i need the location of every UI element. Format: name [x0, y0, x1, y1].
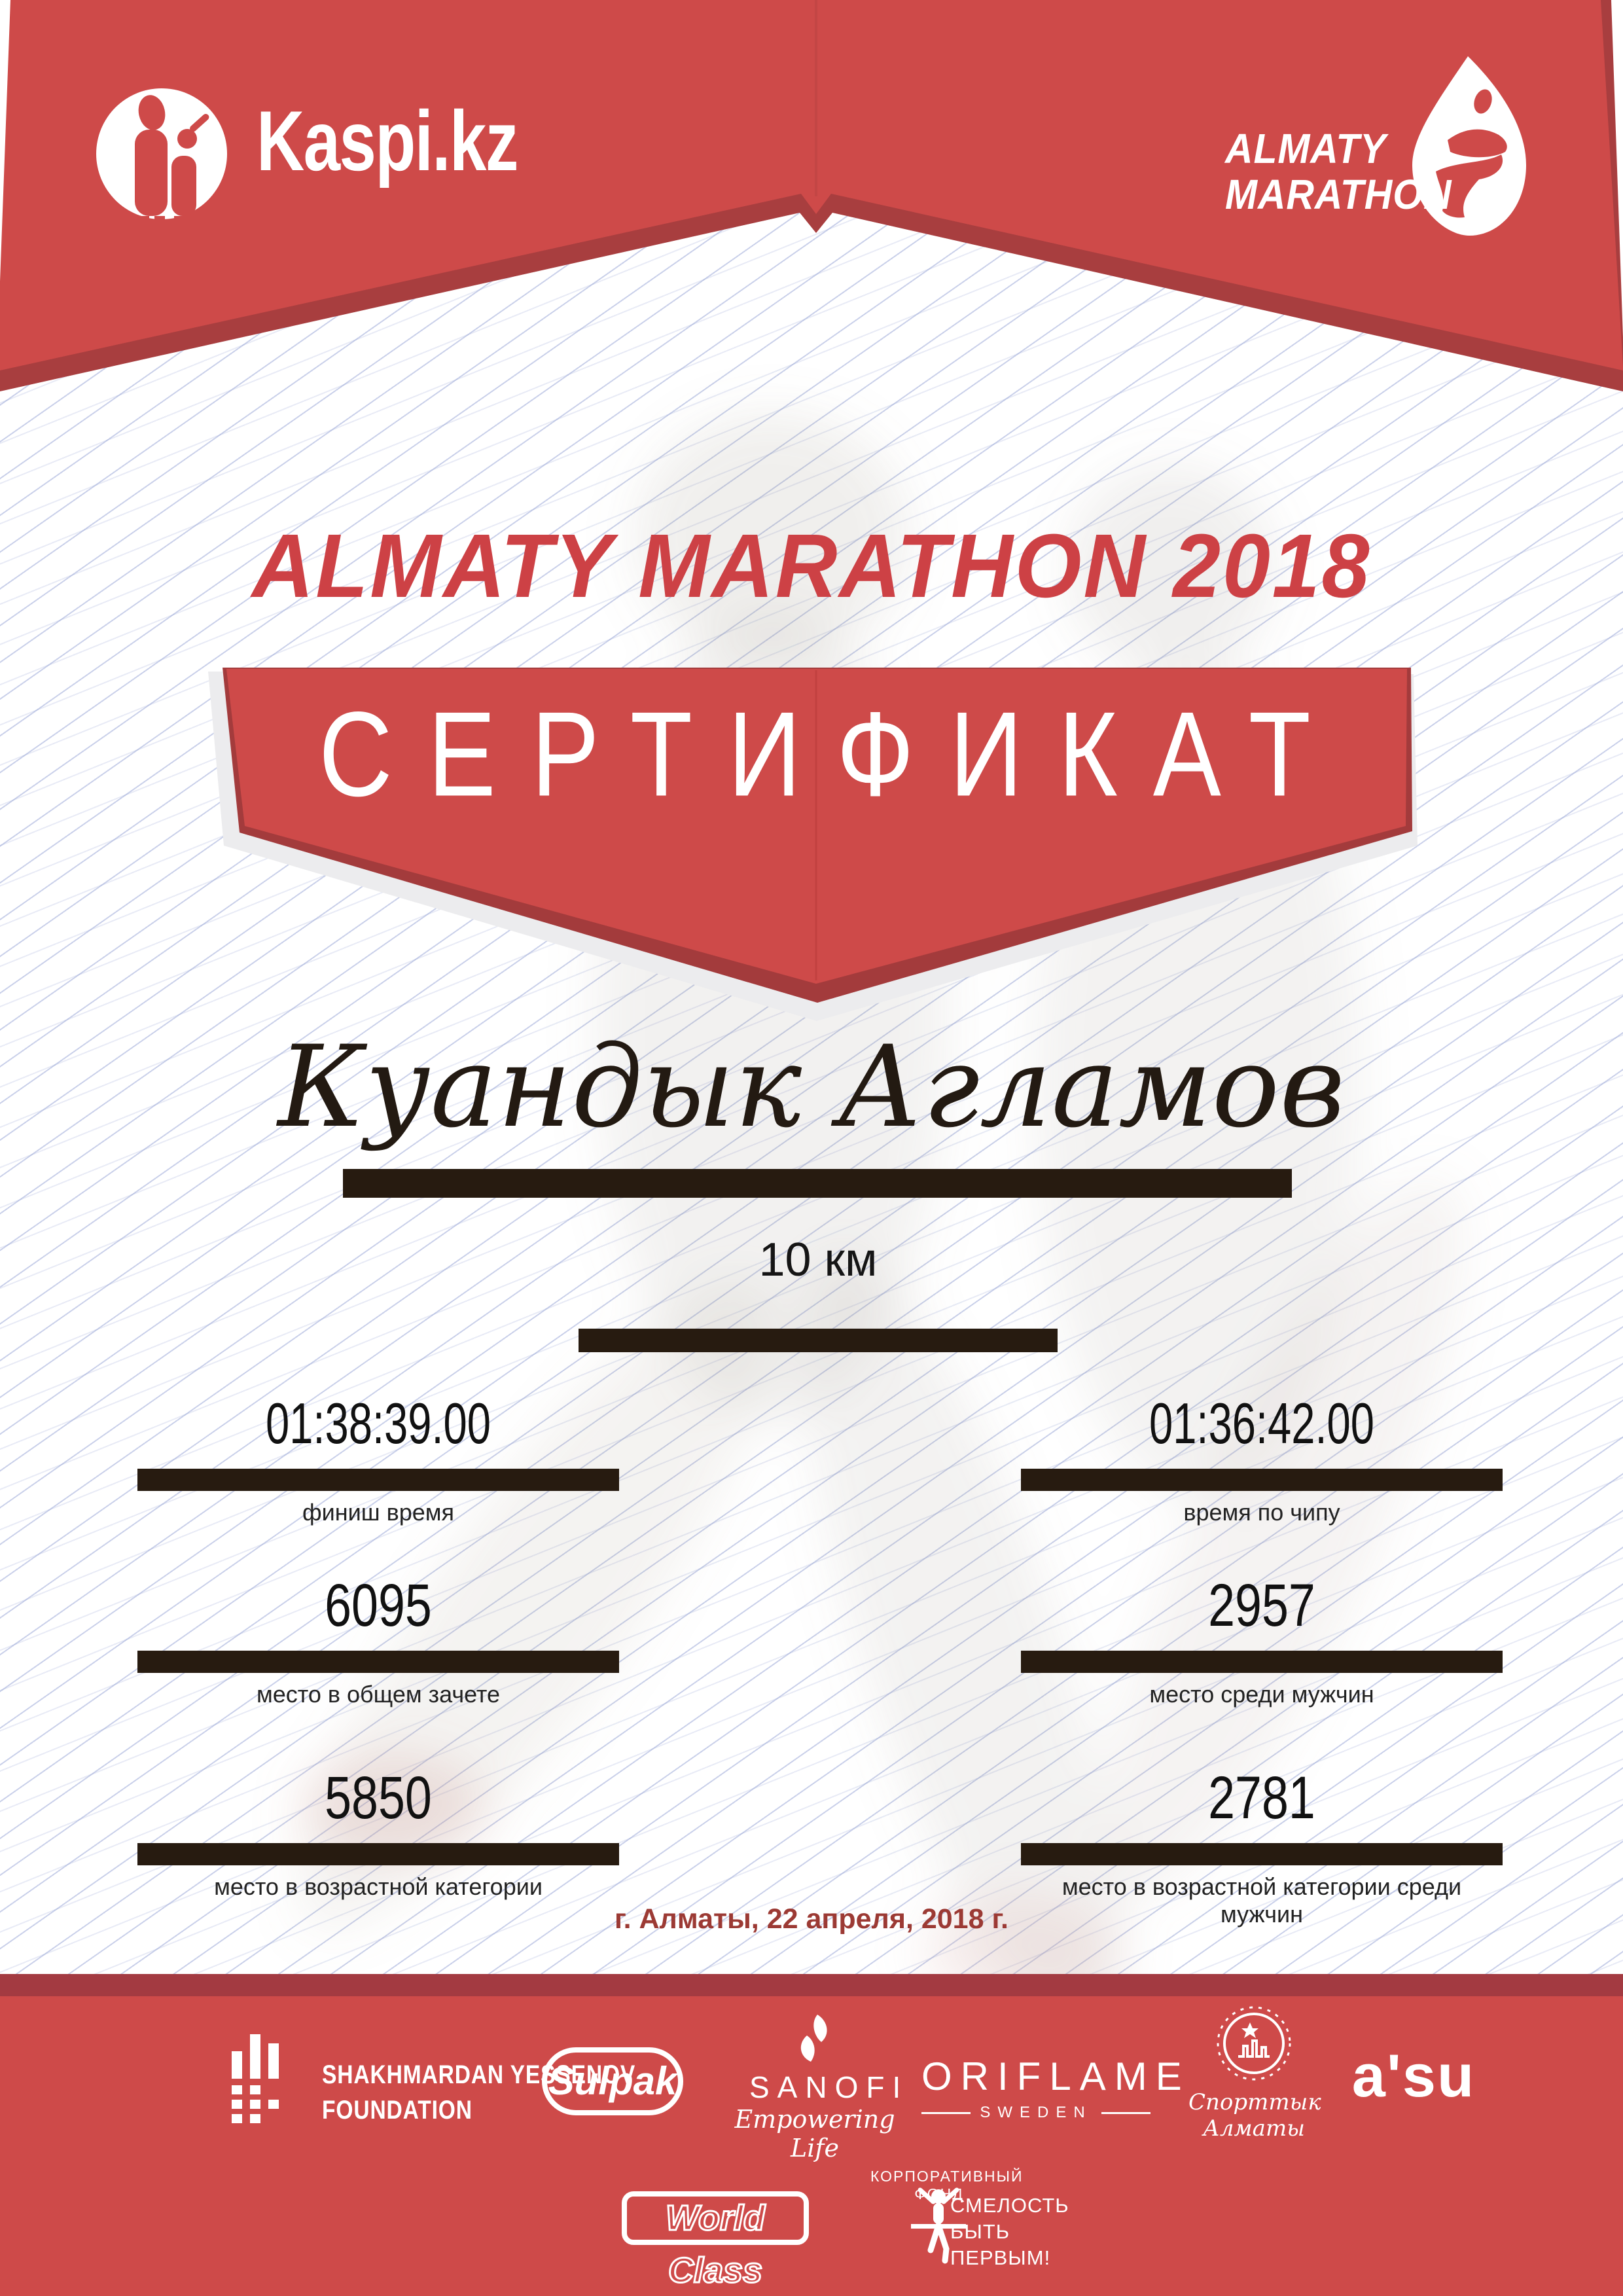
yessenov-foundation-icon — [230, 2034, 281, 2123]
oriflame-sweden-line: SWEDEN — [921, 2104, 1150, 2122]
oriflame-sweden-text: SWEDEN — [980, 2104, 1092, 2121]
participant-name: Куандык Агламов — [277, 1021, 1346, 1153]
sponsors-footer: SHAKHMARDAN YESSENOV FOUNDATION Sulpak S… — [0, 1996, 1623, 2296]
gender-place-value: 2957 — [1208, 1572, 1315, 1639]
gender-place-underline — [1020, 1651, 1503, 1673]
footer-accent-band — [0, 1974, 1623, 1996]
age-place-underline — [137, 1843, 620, 1865]
distance-underline — [579, 1329, 1058, 1352]
asu-logo-text: a'su — [1351, 2043, 1476, 2109]
sanofi-tagline: Empowering Life — [734, 2105, 895, 2162]
age-place-label: место в возрастной категории — [214, 1873, 543, 1900]
oriflame-rule-left — [921, 2111, 971, 2114]
yessenov-foundation-name-line1: SHAKHMARDAN YESSENOV — [322, 2060, 636, 2089]
age-place-block: 5850 место в возрастной категории — [135, 1762, 622, 1901]
finish-time-value: 01:38:39.00 — [265, 1391, 491, 1456]
name-underline — [343, 1169, 1292, 1198]
age-gender-place-value: 2781 — [1208, 1765, 1315, 1831]
sanofi-logo-text: SANOFI — [749, 2070, 909, 2104]
sport-almaty-text-line2: Алматы — [1203, 2115, 1305, 2142]
finish-time-underline — [137, 1469, 620, 1491]
chip-time-block: 01:36:42.00 время по чипу — [1018, 1388, 1505, 1526]
distance-value: 10 км — [758, 1234, 878, 1286]
event-title: ALMATY MARATHON 2018 — [251, 516, 1372, 617]
world-class-logo-text: World Class — [665, 2198, 766, 2291]
finish-time-label: финиш время — [302, 1499, 454, 1526]
sanofi-bird-icon — [800, 2015, 827, 2062]
kaspi-logo-icon — [96, 88, 227, 233]
almaty-marathon-logo-line1: ALMATY — [1225, 125, 1387, 172]
overall-place-value: 6095 — [325, 1572, 432, 1639]
corporate-fund-runner-icon — [911, 2187, 966, 2264]
age-gender-place-block: 2781 место в возрастной категории среди … — [1018, 1762, 1505, 1928]
sport-almaty-text-line1: Спорттык — [1188, 2089, 1321, 2115]
corporate-fund-motto-line1: СМЕЛОСТЬ — [950, 2194, 1069, 2217]
yessenov-foundation-name-line2: FOUNDATION — [322, 2096, 473, 2125]
overall-place-block: 6095 место в общем зачете — [135, 1570, 622, 1708]
chip-time-label: время по чипу — [1183, 1499, 1340, 1526]
overall-place-label: место в общем зачете — [256, 1681, 501, 1708]
gender-place-label: место среди мужчин — [1149, 1681, 1374, 1708]
finish-time-block: 01:38:39.00 финиш время — [135, 1388, 622, 1526]
certificate-heading: СЕРТИФИКАТ — [319, 687, 1346, 822]
header-banner — [0, 0, 1623, 391]
certificate-ribbon — [208, 668, 1418, 1021]
distance-block: 10 км — [569, 1230, 1067, 1352]
corporate-fund-motto-line2: БЫТЬ — [950, 2220, 1010, 2243]
oriflame-rule-right — [1101, 2111, 1150, 2114]
event-date-line: г. Алматы, 22 апреля, 2018 г. — [615, 1903, 1008, 1935]
age-place-value: 5850 — [325, 1765, 432, 1831]
kaspi-logo-text: Kaspi.kz — [257, 93, 518, 188]
sulpak-logo: Sulpak — [542, 2047, 683, 2115]
almaty-marathon-logo-line2: MARATHON — [1225, 171, 1452, 218]
age-gender-place-label: место в возрастной категории среди мужчи… — [1061, 1873, 1462, 1928]
corporate-fund-motto-line3: ПЕРВЫМ! — [950, 2246, 1051, 2269]
age-gender-place-underline — [1020, 1843, 1503, 1865]
almaty-marathon-logo-icon — [1412, 56, 1526, 236]
oriflame-logo-text: ORIFLAME — [921, 2054, 1190, 2098]
chip-time-value: 01:36:42.00 — [1149, 1391, 1375, 1456]
world-class-logo: World Class — [622, 2191, 809, 2291]
corporate-fund-motto: СМЕЛОСТЬ БЫТЬ ПЕРВЫМ! — [950, 2193, 1069, 2271]
chip-time-underline — [1020, 1469, 1503, 1491]
sport-almaty-emblem-icon — [1217, 2006, 1291, 2081]
gender-place-block: 2957 место среди мужчин — [1018, 1570, 1505, 1708]
overall-place-underline — [137, 1651, 620, 1673]
